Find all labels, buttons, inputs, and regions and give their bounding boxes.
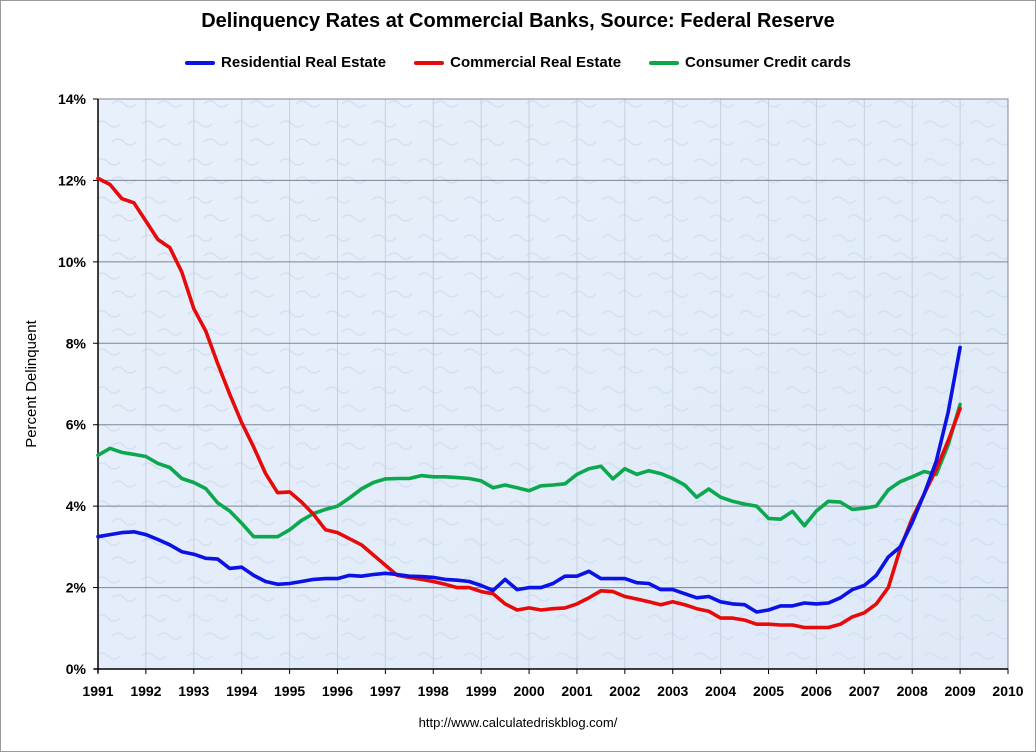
x-tick-label: 1993	[178, 683, 209, 699]
series-line-consumer-credit-cards	[96, 402, 962, 539]
x-tick-label: 1997	[370, 683, 401, 699]
x-tick-label: 2002	[609, 683, 640, 699]
x-tick-label: 2003	[657, 683, 688, 699]
legend-swatch-commercial	[414, 60, 445, 65]
x-tick-label: 2000	[513, 683, 544, 699]
source-url: http://www.calculatedriskblog.com/	[418, 715, 618, 730]
x-tick-label: 1992	[130, 683, 161, 699]
legend: Residential Real Estate Commercial Real …	[0, 54, 1036, 71]
x-tick-label: 1998	[418, 683, 449, 699]
legend-item-credit-cards: Consumer Credit cards	[649, 54, 851, 71]
series-line-commercial-real-estate	[96, 176, 962, 630]
legend-swatch-credit-cards	[649, 60, 680, 65]
x-tick-label: 1999	[466, 683, 497, 699]
x-tick-label: 1991	[82, 683, 113, 699]
x-tick-label: 2010	[992, 683, 1023, 699]
x-tick-label: 2009	[945, 683, 976, 699]
x-tick-label: 2004	[705, 683, 736, 699]
chart-title: Delinquency Rates at Commercial Banks, S…	[201, 10, 835, 32]
x-tick-label: 2008	[897, 683, 928, 699]
y-tick-label: 2%	[66, 580, 87, 596]
x-tick-label: 1996	[322, 683, 353, 699]
legend-label-credit-cards: Consumer Credit cards	[685, 54, 851, 71]
y-tick-label: 14%	[58, 91, 87, 107]
y-tick-label: 12%	[58, 172, 87, 188]
y-tick-label: 10%	[58, 254, 87, 270]
legend-item-commercial: Commercial Real Estate	[414, 54, 621, 71]
y-tick-label: 0%	[66, 661, 87, 677]
x-tick-label: 1995	[274, 683, 305, 699]
x-tick-label: 1994	[226, 683, 257, 699]
legend-swatch-residential	[185, 60, 216, 65]
x-tick-label: 2001	[561, 683, 592, 699]
series-line-residential-real-estate	[96, 345, 962, 614]
x-tick-label: 2006	[801, 683, 832, 699]
legend-label-residential: Residential Real Estate	[221, 54, 387, 71]
y-tick-label: 8%	[66, 335, 87, 351]
y-tick-label: 6%	[66, 417, 87, 433]
legend-label-commercial: Commercial Real Estate	[450, 54, 622, 71]
y-axis-title: Percent Delinquent	[23, 319, 40, 447]
legend-item-residential: Residential Real Estate	[185, 54, 386, 71]
y-tick-label: 4%	[66, 498, 87, 514]
x-tick-label: 2007	[849, 683, 880, 699]
x-tick-label: 2005	[753, 683, 784, 699]
